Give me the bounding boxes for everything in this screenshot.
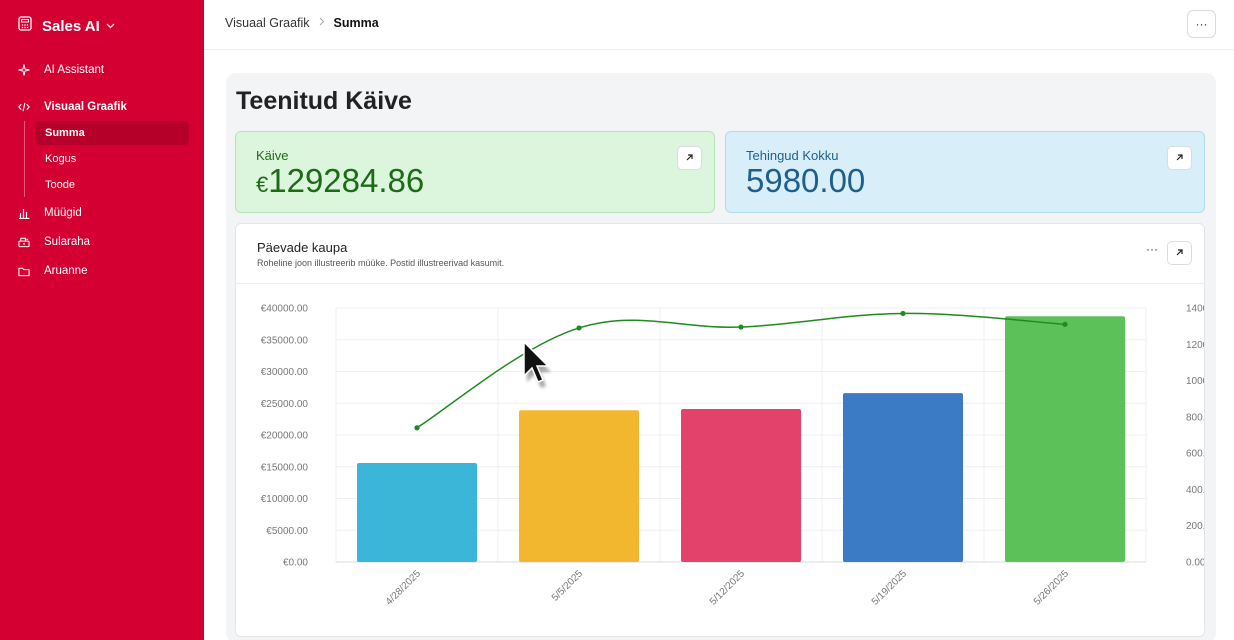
sidebar-item-label: Aruanne [44,265,88,277]
kpi-value: €129284.86 [256,162,424,200]
breadcrumb-current: Summa [333,16,379,30]
currency-symbol: € [256,172,269,197]
breadcrumb: Visuaal Graafik Summa [225,16,379,30]
chart-subtitle: Roheline joon illustreerib müüke. Postid… [257,258,505,268]
y-left-tick-label: €10000.00 [261,494,309,505]
x-tick-label: 5/26/2025 [1032,568,1072,608]
expand-button[interactable] [1167,241,1192,265]
sidebar-item-label: Visuaal Graafik [44,101,127,113]
y-right-tick-label: 1400.00 [1186,304,1205,315]
breadcrumb-parent[interactable]: Visuaal Graafik [225,16,310,30]
mouse-cursor-icon [520,336,560,399]
y-left-tick-label: €0.00 [283,558,308,569]
chevron-down-icon [106,21,115,32]
top-bar: Visuaal Graafik Summa ··· [204,0,1234,50]
sidebar-item-label: Müügid [44,207,82,219]
line-point [576,325,582,331]
sidebar-item-aruanne[interactable]: Aruanne [0,259,204,283]
y-right-tick-label: 800.00 [1186,412,1205,423]
sidebar-item-ai-assistant[interactable]: AI Assistant [0,58,204,82]
calculator-icon [18,16,32,36]
sidebar-item-muugid[interactable]: Müügid [0,201,204,225]
bar-chart-icon [18,207,30,219]
page-title: Teenitud Käive [236,87,412,115]
kpi-label: Tehingud Kokku [746,148,839,163]
sidebar-nav: AI Assistant Visuaal Graafik Summa Kogus… [0,58,204,283]
bar [357,462,477,562]
app-switcher[interactable]: Sales AI [18,16,115,36]
sidebar-item-label: Sularaha [44,236,91,248]
x-tick-label: 5/19/2025 [870,568,910,608]
sidebar-subitem-summa[interactable]: Summa [35,121,189,145]
arrow-up-right-icon [1175,149,1184,167]
code-icon [18,101,30,113]
app-title: Sales AI [42,17,100,35]
kpi-card-deals: Tehingud Kokku 5980.00 [725,131,1205,213]
cash-register-icon [18,236,30,248]
y-right-tick-label: 400.00 [1186,485,1205,496]
sidebar: Sales AI AI Assistant Visuaal Graafik Su… [0,0,204,640]
x-tick-label: 5/5/2025 [550,568,586,604]
x-tick-label: 5/12/2025 [708,568,748,608]
y-left-tick-label: €35000.00 [261,335,309,346]
line-point [738,324,744,330]
y-left-tick-label: €20000.00 [261,431,309,442]
chart-card: Päevade kaupa Roheline joon illustreerib… [235,223,1205,637]
y-left-tick-label: €15000.00 [261,462,309,473]
chevron-right-icon [319,17,325,29]
more-options-button[interactable]: ··· [1187,10,1216,38]
y-right-tick-label: 600.00 [1186,449,1205,460]
kpi-card-revenue: Käive €129284.86 [235,131,715,213]
bar [843,393,963,562]
sidebar-submenu: Summa Kogus Toode [24,121,204,197]
y-right-tick-label: 0.00 [1186,558,1205,569]
kpi-value-number: 129284.86 [268,162,425,199]
y-left-tick-label: €30000.00 [261,367,309,378]
x-tick-label: 4/28/2025 [384,568,424,608]
y-right-tick-label: 1200.00 [1186,340,1205,351]
chart-header: Päevade kaupa Roheline joon illustreerib… [236,224,1204,284]
folder-icon [18,265,30,277]
y-left-tick-label: €25000.00 [261,399,309,410]
kpi-value: 5980.00 [746,162,866,199]
line-point [900,310,906,317]
y-right-tick-label: 1000.00 [1186,376,1205,387]
sparkle-icon [18,64,30,76]
bar [1005,316,1125,562]
sidebar-subitem-kogus[interactable]: Kogus [45,153,77,165]
sidebar-subitem-toode[interactable]: Toode [45,179,75,191]
y-left-tick-label: €5000.00 [266,526,308,537]
line-point [1062,321,1068,327]
bar [519,410,639,562]
y-right-tick-label: 200.00 [1186,521,1205,532]
chart-more-button[interactable]: ··· [1146,242,1158,256]
bar [681,408,801,562]
arrow-up-right-icon [1175,244,1184,262]
line-point [414,425,420,431]
expand-button[interactable] [677,146,702,170]
y-left-tick-label: €40000.00 [261,304,309,315]
sidebar-item-visuaal-graafik[interactable]: Visuaal Graafik [0,95,204,119]
chart-title: Päevade kaupa [257,240,348,255]
expand-button[interactable] [1167,146,1192,170]
content-panel: Teenitud Käive Käive €129284.86 Tehingud… [226,73,1216,640]
arrow-up-right-icon [685,149,694,167]
sidebar-item-label: AI Assistant [44,64,105,76]
combo-chart: €0.00 €5000.00 €10000.00 €15000.00 €20000.00… [261,304,1205,608]
kpi-label: Käive [256,148,289,163]
sidebar-item-sularaha[interactable]: Sularaha [0,230,204,254]
